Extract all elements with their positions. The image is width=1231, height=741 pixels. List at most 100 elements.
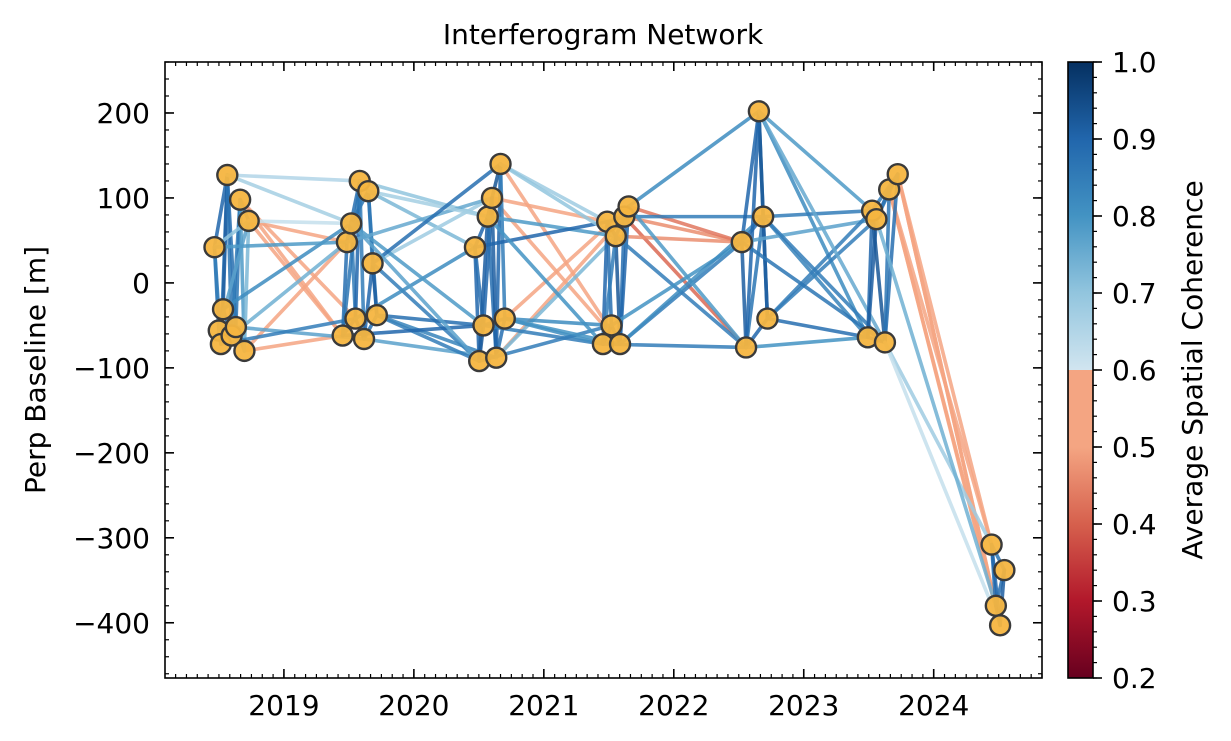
acquisition-point xyxy=(993,558,1016,582)
acquisition-point xyxy=(203,236,226,259)
interferogram-pair-line xyxy=(494,234,618,360)
acquisition-point xyxy=(365,303,389,327)
interferogram-pair-line xyxy=(883,172,900,345)
acquisition-point xyxy=(747,100,771,123)
interferogram-pair-line xyxy=(887,187,1002,628)
interferogram-pair-line xyxy=(375,313,486,328)
interferogram-pair-line xyxy=(883,340,994,547)
acquisition-point xyxy=(228,188,252,211)
acquisition-point xyxy=(751,205,775,228)
interferogram-pair-line xyxy=(370,162,503,266)
y-tick-label: −400 xyxy=(73,607,150,640)
interferogram-pair-line xyxy=(613,234,744,244)
y-tick-label: 0 xyxy=(132,267,150,300)
plot-frame xyxy=(164,61,1043,679)
colorbar-tick-label: 0.9 xyxy=(1112,123,1157,156)
interferogram-pair-line xyxy=(485,214,618,238)
interferogram-pair-line xyxy=(477,214,490,363)
acquisition-point xyxy=(734,336,758,359)
acquisition-point xyxy=(485,346,508,369)
colorbar-label: Average Spatial Coherence xyxy=(1176,180,1209,559)
x-axis-ticks: 2019 2020 2021 2022 2023 2024 xyxy=(175,62,1043,722)
interferogram-pair-line xyxy=(498,162,622,346)
acquisition-point xyxy=(361,252,384,275)
interferogram-pair-line xyxy=(362,261,375,341)
acquisition-point xyxy=(352,327,376,351)
interferogram-pair-line xyxy=(761,214,887,345)
interferogram-pair-line xyxy=(246,219,354,226)
interferogram-pair-line xyxy=(626,109,761,209)
interferogram-pair-line xyxy=(744,109,761,350)
interferogram-pair-line xyxy=(757,109,887,345)
interferogram-pair-line xyxy=(370,196,494,266)
y-tick-label: 100 xyxy=(97,182,150,215)
y-tick-label: −200 xyxy=(73,437,150,470)
acquisition-point xyxy=(873,331,897,354)
interferogram-pair-line xyxy=(739,217,879,244)
acquisition-point xyxy=(233,339,256,363)
acquisition-point xyxy=(463,236,487,259)
acquisition-point xyxy=(331,324,354,347)
x-tick-label: 2022 xyxy=(638,689,709,722)
interferogram-pair-line xyxy=(345,196,494,244)
acquisition-point xyxy=(756,307,779,330)
y-axis-ticks: 200 100 0 −100 −200 −300 −400 xyxy=(73,61,1042,675)
interferogram-pair-line xyxy=(622,214,744,244)
interferogram-pair-line xyxy=(229,240,349,338)
interferogram-pair-line xyxy=(485,214,605,346)
x-tick-label: 2023 xyxy=(768,689,839,722)
acquisition-point xyxy=(224,315,248,339)
interferogram-pair-line xyxy=(626,204,748,350)
interferogram-pair-line xyxy=(349,221,482,363)
acquisition-point xyxy=(980,533,1003,556)
acquisition-point xyxy=(617,195,640,218)
acquisition-point xyxy=(211,298,235,321)
interferogram-pair-line xyxy=(212,240,349,250)
interferogram-pair-line xyxy=(242,333,345,353)
interferogram-pair-line xyxy=(473,219,610,250)
interferogram-pair-line xyxy=(242,240,349,353)
interferogram-pair-line xyxy=(757,109,874,213)
acquisition-point xyxy=(340,212,363,235)
acquisition-point xyxy=(335,230,359,254)
acquisition-point xyxy=(357,179,380,203)
colorbar: 1.0 0.9 0.8 0.7 0.6 0.5 0.4 0.3 0.2 Average Spat… xyxy=(1067,46,1209,695)
acquisition-point xyxy=(604,224,627,248)
colorbar-gradient xyxy=(1067,61,1094,679)
interferogram-pair-line xyxy=(883,340,1002,628)
x-tick-label: 2019 xyxy=(248,689,319,722)
acquisition-point xyxy=(988,614,1012,637)
acquisition-point xyxy=(489,152,512,176)
acquisition-point xyxy=(730,230,753,254)
y-tick-label: −100 xyxy=(73,352,150,385)
chart-title: Interferogram Network xyxy=(443,18,764,51)
interferogram-pair-line xyxy=(874,217,998,608)
interferogram-pair-line xyxy=(765,316,870,340)
y-tick-label: −300 xyxy=(73,522,150,555)
acquisition-point xyxy=(493,307,516,330)
acquisition-point xyxy=(865,207,888,231)
acquisition-point xyxy=(984,594,1008,617)
acquisition-points xyxy=(203,100,1016,637)
x-tick-label: 2024 xyxy=(898,689,969,722)
interferogram-pair-line xyxy=(340,179,362,338)
interferogram-pair-line xyxy=(502,316,614,328)
acquisition-point xyxy=(608,332,632,356)
interferogram-pair-line xyxy=(744,335,870,350)
acquisition-point xyxy=(476,205,499,228)
colorbar-tick-label: 0.5 xyxy=(1112,431,1157,464)
acquisition-point xyxy=(472,314,495,337)
acquisition-point xyxy=(600,314,623,337)
interferogram-pair-line xyxy=(221,221,354,312)
interferogram-pair-line xyxy=(757,109,870,340)
interferogram-pair-line xyxy=(349,221,486,328)
interferogram-pair-line xyxy=(895,172,998,608)
interferogram-pair-line xyxy=(366,189,490,219)
interferogram-pair-line xyxy=(626,204,744,244)
colorbar-tick-label: 0.4 xyxy=(1112,508,1157,541)
interferogram-pair-line xyxy=(761,214,770,321)
y-tick-label: 200 xyxy=(97,97,150,130)
colorbar-tick-label: 0.2 xyxy=(1112,662,1157,695)
interferogram-pair-line xyxy=(225,173,362,183)
